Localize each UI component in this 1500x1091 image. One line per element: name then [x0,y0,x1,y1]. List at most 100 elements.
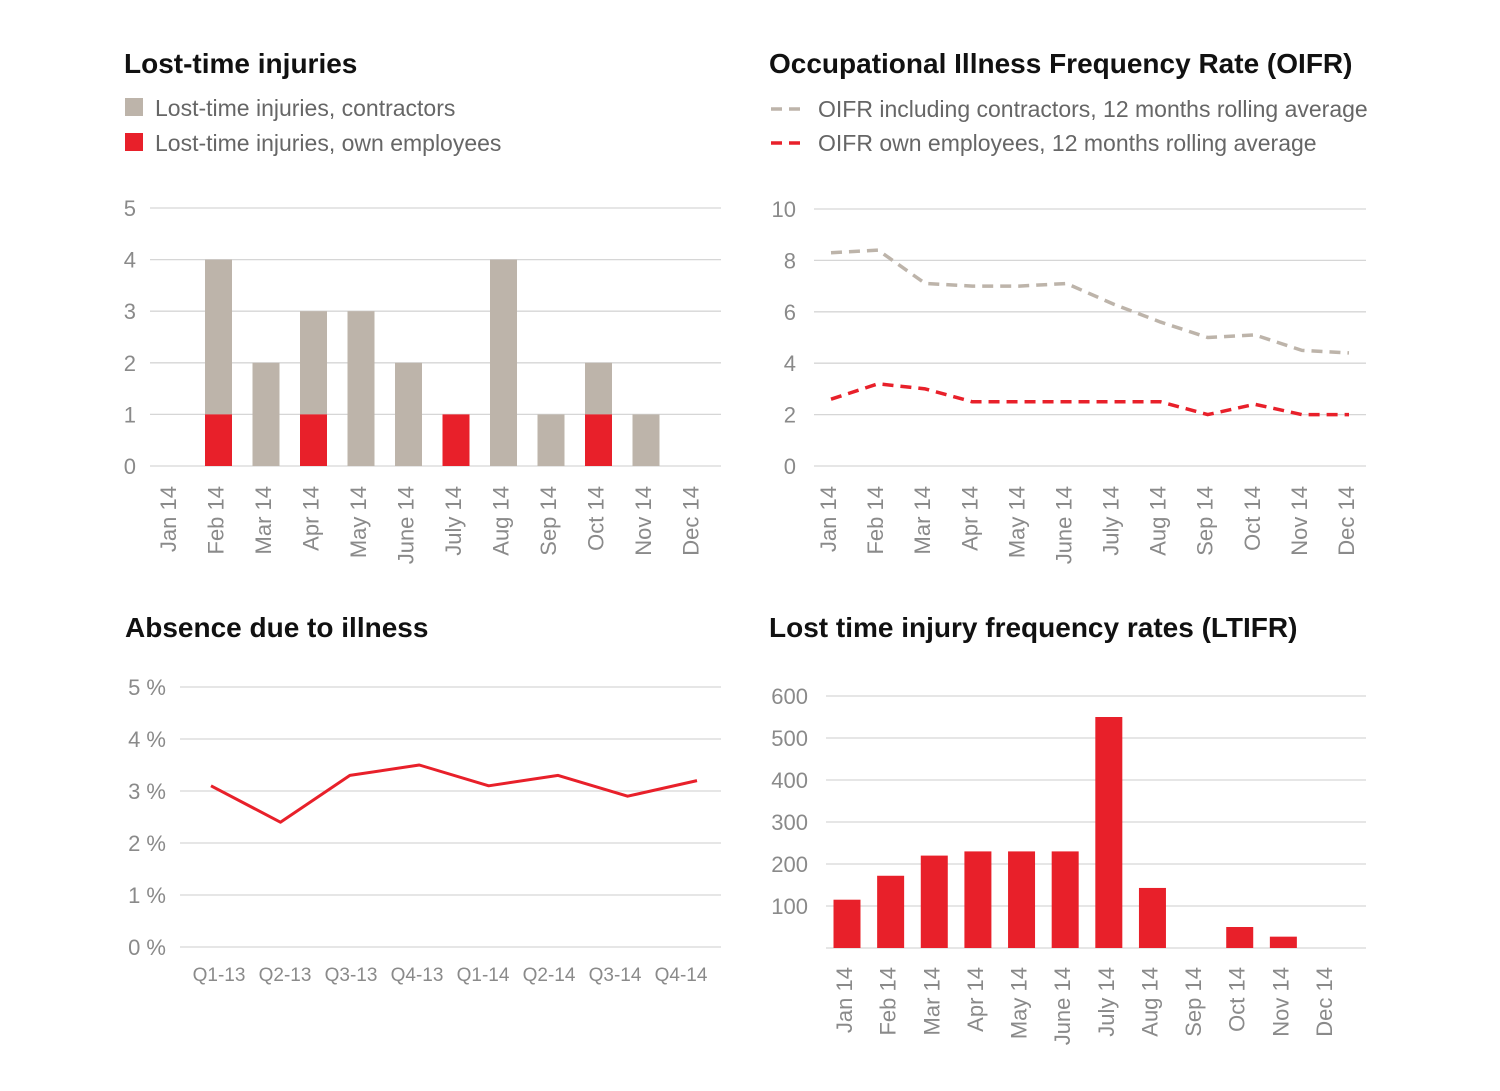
oifr-xtick-label: Sep 14 [1193,486,1218,556]
lti-ytick-label: 5 [124,196,136,221]
lti-legend-contractors-swatch [125,98,143,116]
oifr-ytick-label: 10 [772,197,796,222]
lti-bar-own [300,414,327,466]
ltifr-bar [833,899,861,948]
absence-xtick-label: Q1-14 [457,965,510,986]
absence-xtick-label: Q4-14 [655,965,708,986]
oifr-ytick-label: 2 [784,403,796,428]
oifr-xtick-label: Aug 14 [1146,486,1171,556]
lti-xtick-label: Mar 14 [251,486,276,554]
ltifr-bar [920,855,948,948]
lti-xtick-label: Nov 14 [631,486,656,556]
ltifr-xtick-label: Nov 14 [1268,967,1293,1037]
absence-xtick-label: Q3-14 [589,965,642,986]
absence-ytick-label: 2 % [128,831,166,856]
ltifr-xtick-label: Dec 14 [1312,967,1337,1037]
oifr-line-own [830,382,1349,417]
ltifr-xtick-label: Apr 14 [963,967,988,1032]
oifr-xtick-label: Feb 14 [863,486,888,555]
lti-ytick-label: 2 [124,351,136,376]
lti-bar-contractors [632,414,660,466]
oifr-ytick-label: 4 [784,351,796,376]
lti-ytick-label: 0 [124,454,136,479]
ltifr-xtick-label: Jan 14 [832,967,857,1033]
absence-xtick-label: Q1-13 [193,965,246,986]
lti-ytick-label: 1 [124,402,136,427]
ltifr-xtick-label: May 14 [1007,967,1032,1039]
absence-xtick-label: Q2-13 [259,965,312,986]
ltifr-bar [1095,717,1123,948]
lti-xtick-label: May 14 [346,486,371,558]
oifr-xtick-label: Dec 14 [1334,486,1359,556]
ltifr-bar [964,851,992,948]
ltifr-xtick-label: Aug 14 [1137,967,1162,1037]
oifr-legend-contractors: OIFR including contractors, 12 months ro… [818,96,1368,122]
lti-bar-contractors [585,362,612,415]
oifr-legend-own: OIFR own employees, 12 months rolling av… [818,130,1317,156]
lti-xtick-label: Feb 14 [204,486,229,555]
lti-xtick-label: Jan 14 [156,486,181,552]
absence-xtick-label: Q3-13 [325,965,378,986]
ltifr-xtick-label: Mar 14 [919,967,944,1035]
oifr-plot-area: 0 2 4 6 8 10 Jan 14 Feb 14 Mar 14 Apr 14 May 14 Jun… [772,197,1366,564]
lti-xtick-label: Dec 14 [679,486,704,556]
absence-plot-area: 0 % 1 % 2 % 3 % 4 % 5 % Q1-13 Q2-13 Q3-13 Q4-13 Q1… [128,675,721,986]
ltifr-bar [1226,927,1254,948]
lti-bar-own [205,414,232,466]
ltifr-bar [877,875,905,948]
absence-ytick-label: 3 % [128,779,166,804]
lti-xtick-label: July 14 [441,486,466,556]
lti-legend-own-swatch [125,133,143,151]
oifr-xtick-label: Jan 14 [816,486,841,552]
lti-bar-contractors [490,259,517,466]
lti-bar-contractors [252,362,280,466]
oifr-xtick-label: May 14 [1004,486,1029,558]
lti-plot-area: 0 1 2 3 4 5 Jan 14 Feb 14 Mar 14 Apr 14 May 14 June… [124,196,721,564]
absence-ytick-label: 5 % [128,675,166,700]
ltifr-bar [1269,936,1297,948]
oifr-xtick-label: July 14 [1099,486,1124,556]
absence-title: Absence due to illness [125,612,428,643]
ltifr-xtick-label: Feb 14 [876,967,901,1036]
ltifr-bar [1008,851,1036,948]
ltifr-xtick-label: July 14 [1094,967,1119,1037]
ltifr-ytick-label: 400 [771,768,808,793]
oifr-xtick-label: Mar 14 [910,486,935,554]
lti-xtick-label: Sep 14 [536,486,561,556]
ltifr-ytick-label: 600 [771,684,808,709]
lti-legend-contractors: Lost-time injuries, contractors [155,95,455,121]
ltifr-ytick-label: 300 [771,810,808,835]
absence-ytick-label: 1 % [128,883,166,908]
ltifr-bar [1051,851,1079,948]
absence-xtick-label: Q2-14 [523,965,576,986]
ltifr-xtick-label: June 14 [1050,967,1075,1045]
absence-ytick-label: 4 % [128,727,166,752]
lti-legend-own: Lost-time injuries, own employees [155,130,501,156]
lost-time-injuries-chart: Lost-time injuries Lost-time injuries, c… [124,48,721,564]
oifr-line-contractors [830,248,1350,355]
absence-xtick-label: Q4-13 [391,965,444,986]
ltifr-ytick-label: 200 [771,852,808,877]
oifr-ytick-label: 0 [784,454,796,479]
lti-bar-contractors [205,259,232,415]
oifr-xtick-label: June 14 [1051,486,1076,564]
ltifr-xtick-label: Oct 14 [1225,967,1250,1032]
ltifr-ytick-label: 100 [771,894,808,919]
absence-chart: Absence due to illness 0 % 1 % 2 % 3 % 4 % 5 … [125,612,721,986]
lti-bar-own [442,414,470,466]
oifr-xtick-label: Oct 14 [1240,486,1265,551]
lti-ytick-label: 3 [124,299,136,324]
lti-bar-contractors [300,311,327,415]
lti-bar-contractors [347,311,375,466]
oifr-title: Occupational Illness Frequency Rate (OIF… [769,48,1352,79]
lti-bar-contractors [395,362,422,466]
oifr-xtick-label: Nov 14 [1287,486,1312,556]
lti-xtick-label: Oct 14 [584,486,609,551]
ltifr-title: Lost time injury frequency rates (LTIFR) [769,612,1297,643]
oifr-ytick-label: 8 [784,248,796,273]
oifr-xtick-label: Apr 14 [957,486,982,551]
oifr-ytick-label: 6 [784,300,796,325]
ltifr-ytick-label: 500 [771,726,808,751]
lti-xtick-label: Aug 14 [489,486,514,556]
